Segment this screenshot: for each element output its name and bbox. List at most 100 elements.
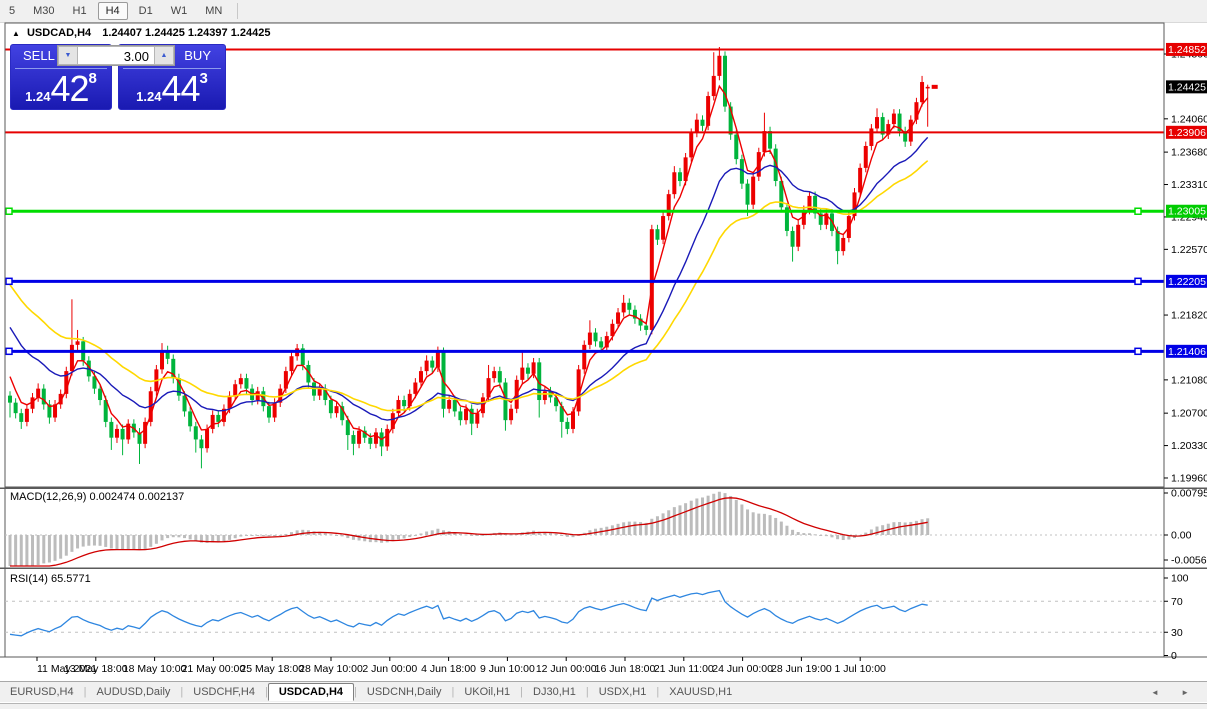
svg-text:0.007959: 0.007959: [1171, 488, 1207, 500]
svg-text:1 Jul 10:00: 1 Jul 10:00: [835, 663, 887, 675]
buy-button[interactable]: BUY: [184, 48, 211, 63]
svg-text:1.23680: 1.23680: [1171, 147, 1207, 159]
chart-tab-usdcad[interactable]: USDCAD,H4: [267, 683, 355, 701]
macd-label: MACD(12,26,9) 0.002474 0.002137: [10, 491, 185, 503]
volume-spinner: ▼ 3.00 ▲: [57, 45, 175, 66]
svg-text:1.20330: 1.20330: [1171, 440, 1207, 452]
svg-text:21 Jun 11:00: 21 Jun 11:00: [654, 663, 714, 675]
tab-separator: |: [656, 686, 660, 698]
svg-text:1.24425: 1.24425: [1168, 81, 1206, 93]
chart-tab-dj30[interactable]: DJ30,H1: [533, 686, 576, 698]
price-axis[interactable]: 1.248001.240601.236801.233101.229401.225…: [1164, 42, 1207, 662]
chart-tab-bar: EURUSD,H4 | AUDUSD,Daily | USDCHF,H4 | USDCAD,…: [0, 681, 1207, 702]
tab-separator: |: [180, 686, 184, 698]
one-click-trading-panel: SELL 1.24428 BUY 1.24443 ▼ 3.00 ▲: [10, 44, 226, 110]
svg-text:28 May 10:00: 28 May 10:00: [299, 663, 363, 675]
chart-tab-eurusd[interactable]: EURUSD,H4: [10, 686, 74, 698]
rsi-line: [9, 589, 928, 637]
sell-price-sup: 8: [88, 70, 97, 87]
chart-tab-usdx[interactable]: USDX,H1: [598, 686, 647, 698]
sell-price-big: 42: [50, 68, 89, 109]
macd-signal-line: [10, 497, 928, 567]
timeframe-button-d1[interactable]: D1: [138, 5, 153, 17]
buy-panel[interactable]: BUY 1.24443: [118, 44, 226, 110]
chart-title: ▲ USDCAD,H4 1.24407 1.24425 1.24397 1.24…: [12, 27, 270, 39]
chart-ohlc-values: 1.24407 1.24425 1.24397 1.24425: [102, 27, 271, 39]
timeframe-button-mn[interactable]: MN: [205, 5, 223, 17]
chart-tab-usdcnh[interactable]: USDCNH,Daily: [366, 686, 442, 698]
svg-text:16 Jun 18:00: 16 Jun 18:00: [595, 663, 656, 675]
svg-text:1.23310: 1.23310: [1171, 179, 1207, 191]
tab-separator: |: [83, 686, 87, 698]
sell-button[interactable]: SELL: [23, 48, 55, 63]
svg-text:1.23906: 1.23906: [1168, 127, 1206, 139]
chart-tab-audusd[interactable]: AUDUSD,Daily: [96, 686, 171, 698]
svg-text:25 May 18:00: 25 May 18:00: [240, 663, 304, 675]
buy-price-big: 44: [161, 68, 200, 109]
timeframe-button-5[interactable]: 5: [9, 5, 16, 17]
volume-input[interactable]: 3.00: [78, 46, 154, 65]
tab-separator: |: [354, 686, 357, 698]
ma-slow-line: [9, 160, 929, 412]
hline-handle[interactable]: [1134, 347, 1142, 356]
svg-text:1.20700: 1.20700: [1171, 408, 1207, 420]
hline-handle[interactable]: [5, 347, 13, 356]
svg-text:21 May 00:00: 21 May 00:00: [182, 663, 246, 675]
sell-price[interactable]: 1.24428: [11, 70, 111, 107]
svg-text:-0.005663: -0.005663: [1171, 555, 1207, 567]
timeframe-toolbar: 5 M30 H1 H4 D1 W1 MN: [0, 0, 1207, 23]
timeframe-button-w1[interactable]: W1: [170, 5, 188, 17]
candles-layer: [8, 46, 930, 469]
volume-decrease-button[interactable]: ▼: [58, 46, 78, 65]
svg-text:4 Jun 18:00: 4 Jun 18:00: [421, 663, 476, 675]
ma-fast-line: [9, 84, 929, 441]
tab-separator: |: [585, 686, 589, 698]
svg-text:1.21406: 1.21406: [1168, 346, 1206, 358]
collapse-triangle-icon[interactable]: ▲: [12, 29, 20, 38]
svg-text:1.23005: 1.23005: [1168, 206, 1206, 218]
sell-price-prefix: 1.24: [25, 89, 51, 104]
tab-separator: |: [451, 686, 455, 698]
svg-text:30: 30: [1171, 627, 1183, 639]
buy-price[interactable]: 1.24443: [119, 70, 225, 107]
svg-text:1.19960: 1.19960: [1171, 472, 1207, 484]
svg-text:9 Jun 10:00: 9 Jun 10:00: [480, 663, 535, 675]
hline-handle[interactable]: [5, 207, 13, 215]
hline-handle[interactable]: [1134, 277, 1142, 286]
toolbar-separator: [237, 3, 239, 19]
timeframe-button-h1[interactable]: H1: [72, 5, 87, 17]
svg-text:1.24060: 1.24060: [1171, 113, 1207, 125]
svg-text:13 May 18:00: 13 May 18:00: [64, 663, 128, 675]
chart-tab-usdchf[interactable]: USDCHF,H4: [193, 686, 255, 698]
svg-text:100: 100: [1171, 573, 1189, 585]
timeframe-button-m30[interactable]: M30: [33, 5, 55, 17]
timeframe-button-h4[interactable]: H4: [97, 2, 128, 20]
hline-handle[interactable]: [5, 277, 13, 286]
chart-symbol-label: USDCAD,H4: [26, 27, 92, 39]
tab-separator: |: [520, 686, 524, 698]
svg-text:1.21820: 1.21820: [1171, 310, 1207, 322]
svg-text:1.22570: 1.22570: [1171, 244, 1207, 256]
buy-price-prefix: 1.24: [136, 89, 162, 104]
svg-text:28 Jun 19:00: 28 Jun 19:00: [771, 663, 832, 675]
last-price-marker: [931, 84, 938, 89]
svg-text:24 Jun 00:00: 24 Jun 00:00: [712, 663, 773, 675]
sell-divider: [15, 68, 107, 69]
svg-text:2 Jun 00:00: 2 Jun 00:00: [362, 663, 417, 675]
svg-text:1.21080: 1.21080: [1171, 374, 1207, 386]
chart-tab-xauusd[interactable]: XAUUSD,H1: [669, 686, 733, 698]
ma-mid-line: [9, 136, 929, 421]
chart-tab-ukoil[interactable]: UKOil,H1: [464, 686, 511, 698]
tab-scroll-arrows[interactable]: ◄ ►: [1150, 687, 1199, 697]
status-bar-edge: [0, 703, 1207, 709]
svg-text:18 May 10:00: 18 May 10:00: [123, 663, 187, 675]
buy-price-sup: 3: [199, 70, 208, 87]
svg-text:1.22205: 1.22205: [1168, 276, 1206, 288]
svg-text:1.24852: 1.24852: [1168, 44, 1206, 56]
volume-increase-button[interactable]: ▲: [154, 46, 174, 65]
tab-separator: |: [265, 686, 268, 698]
hline-handle[interactable]: [1134, 207, 1142, 215]
